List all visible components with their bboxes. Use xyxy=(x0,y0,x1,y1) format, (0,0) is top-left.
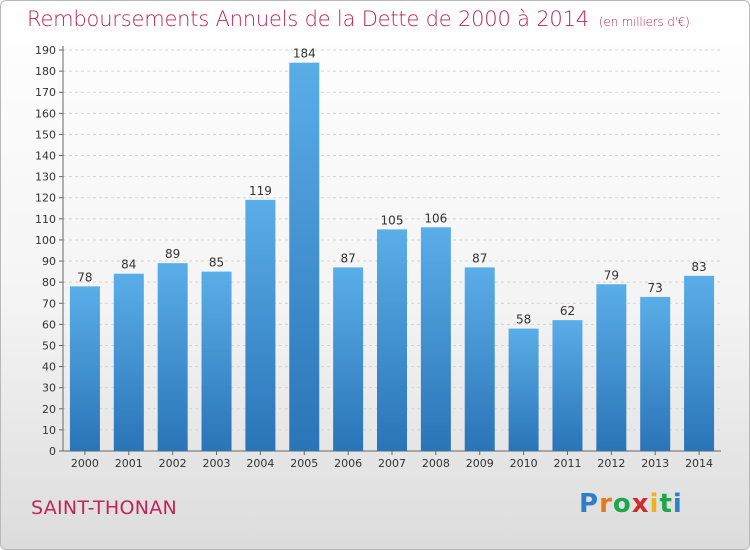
logo-letter: o xyxy=(612,489,632,519)
bar-value-label: 184 xyxy=(293,47,316,61)
bar xyxy=(201,271,232,451)
y-tick-label: 150 xyxy=(35,128,56,141)
x-tick-label: 2000 xyxy=(71,457,99,470)
x-tick-label: 2011 xyxy=(553,457,581,470)
bar-value-label: 79 xyxy=(604,268,619,282)
y-tick-label: 60 xyxy=(42,318,56,331)
y-tick-label: 180 xyxy=(35,65,56,78)
logo-letter: r xyxy=(599,489,613,519)
y-tick-label: 30 xyxy=(42,382,56,395)
y-tick-label: 70 xyxy=(42,297,56,310)
bar-value-label: 58 xyxy=(516,313,531,327)
bar xyxy=(333,267,364,451)
y-tick-label: 160 xyxy=(35,107,56,120)
bar xyxy=(684,275,715,451)
y-tick-label: 140 xyxy=(35,150,56,163)
x-tick-label: 2009 xyxy=(466,457,494,470)
bar-value-label: 105 xyxy=(381,213,404,227)
y-tick-label: 0 xyxy=(49,445,56,458)
bar-value-label: 62 xyxy=(560,304,575,318)
bar-value-label: 106 xyxy=(424,211,447,225)
proxiti-logo: Proxiti xyxy=(579,489,683,519)
bar xyxy=(157,263,188,451)
x-tick-label: 2010 xyxy=(510,457,538,470)
bar xyxy=(377,229,407,451)
x-tick-label: 2001 xyxy=(115,457,143,470)
bar-value-label: 119 xyxy=(249,184,272,198)
x-tick-label: 2014 xyxy=(685,457,713,470)
logo-letter: P xyxy=(579,489,600,519)
bar xyxy=(640,296,671,451)
bar xyxy=(508,328,539,451)
logo-letter: x xyxy=(631,489,650,519)
logo-letter: i xyxy=(649,489,660,519)
bar-value-label: 83 xyxy=(691,260,706,274)
bar-value-label: 84 xyxy=(121,258,136,272)
y-tick-label: 130 xyxy=(35,171,56,184)
bar xyxy=(596,284,627,451)
x-tick-label: 2008 xyxy=(422,457,450,470)
y-tick-label: 10 xyxy=(42,424,56,437)
bar xyxy=(420,227,451,451)
logo-letter: t xyxy=(659,489,673,519)
bar xyxy=(464,267,495,451)
y-tick-label: 40 xyxy=(42,361,56,374)
y-tick-label: 100 xyxy=(35,234,56,247)
y-tick-label: 170 xyxy=(35,86,56,99)
y-tick-label: 20 xyxy=(42,403,56,416)
bar xyxy=(552,320,583,451)
y-tick-label: 90 xyxy=(42,255,56,268)
x-tick-label: 2006 xyxy=(334,457,362,470)
city-name: SAINT-THONAN xyxy=(31,497,178,519)
x-tick-label: 2003 xyxy=(203,457,231,470)
unit-note: (en milliers d'€) xyxy=(598,15,690,29)
chart-title: Remboursements Annuels de la Dette de 20… xyxy=(27,7,690,31)
x-tick-label: 2007 xyxy=(378,457,406,470)
bar-value-label: 87 xyxy=(340,251,355,265)
x-tick-label: 2013 xyxy=(641,457,669,470)
x-tick-label: 2004 xyxy=(246,457,274,470)
y-tick-label: 110 xyxy=(35,213,56,226)
bar-value-label: 87 xyxy=(472,251,487,265)
bar-value-label: 78 xyxy=(77,270,92,284)
y-tick-label: 190 xyxy=(35,44,56,57)
y-tick-label: 120 xyxy=(35,192,56,205)
chart-title-text: Remboursements Annuels de la Dette de 20… xyxy=(27,7,589,31)
y-tick-label: 80 xyxy=(42,276,56,289)
bar xyxy=(289,62,320,452)
x-tick-label: 2005 xyxy=(290,457,318,470)
logo-letter: i xyxy=(672,489,683,519)
x-tick-label: 2002 xyxy=(159,457,187,470)
x-tick-label: 2012 xyxy=(597,457,625,470)
bar xyxy=(69,286,100,451)
bar-value-label: 89 xyxy=(165,247,180,261)
bar-value-label: 85 xyxy=(209,256,224,270)
bar-value-label: 73 xyxy=(648,281,663,295)
bar xyxy=(245,199,276,451)
y-tick-label: 50 xyxy=(42,339,56,352)
bar xyxy=(113,273,144,451)
